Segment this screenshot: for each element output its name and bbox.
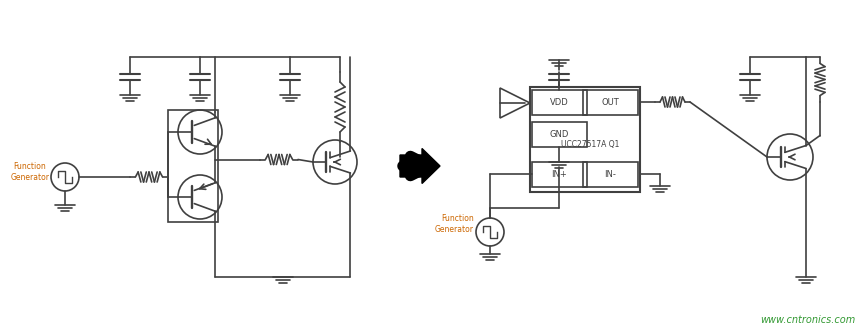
Text: UCC27517A Q1: UCC27517A Q1: [561, 140, 619, 149]
Text: OUT: OUT: [601, 98, 619, 107]
Bar: [583, 162, 638, 187]
Text: GND: GND: [549, 129, 569, 138]
Text: www.cntronics.com: www.cntronics.com: [759, 315, 855, 325]
Bar: [168, 110, 218, 222]
Bar: [532, 162, 587, 187]
Bar: [583, 90, 638, 115]
Text: Function
Generator: Function Generator: [435, 214, 474, 234]
Text: VDD: VDD: [550, 98, 568, 107]
FancyArrow shape: [400, 148, 440, 184]
Bar: [532, 90, 587, 115]
Text: IN+: IN+: [551, 170, 567, 179]
Text: Function
Generator: Function Generator: [10, 162, 49, 182]
Bar: [530, 87, 640, 192]
Text: IN-: IN-: [604, 170, 616, 179]
Bar: [532, 122, 587, 147]
